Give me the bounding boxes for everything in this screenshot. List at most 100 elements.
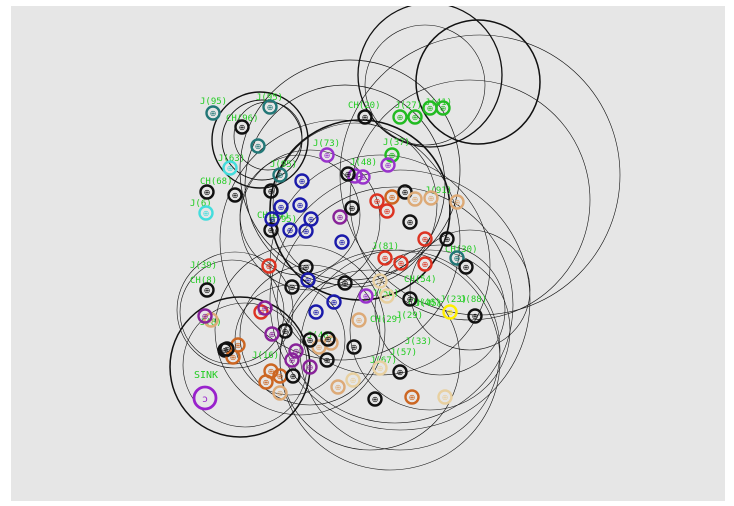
node-glyph: ⊕ — [224, 345, 231, 354]
node-glyph: ⊕ — [384, 207, 391, 216]
node-91: ⊕ — [319, 352, 335, 368]
node-label: J(23) — [440, 295, 467, 305]
node-glyph: ⊕ — [389, 193, 396, 202]
node-81: ⊕ — [372, 360, 388, 376]
node-24: ⊕ — [282, 222, 298, 238]
node-glyph: ⊕ — [325, 335, 332, 344]
node-glyph: ⊕ — [397, 113, 404, 122]
node-glyph: ⊕ — [268, 367, 275, 376]
range-circle-4 — [364, 24, 486, 146]
node-83: ⊕ — [437, 389, 453, 405]
node-glyph: ⊕ — [297, 201, 304, 210]
node-glyph: ⊕ — [422, 235, 429, 244]
range-circle-12 — [272, 122, 438, 288]
node-36: ⊕ — [423, 190, 439, 206]
range-circle-3 — [357, 6, 503, 148]
node-glyph: ⊕ — [385, 161, 392, 170]
range-circle-10 — [219, 119, 461, 361]
node-glyph: ⊕ — [204, 286, 211, 295]
node-38: ⊕ — [379, 203, 395, 219]
node-glyph: ⊕ — [402, 188, 409, 197]
node-62: ⊕ — [467, 308, 483, 324]
node-43: ⊕ — [458, 259, 474, 275]
node-label: J(91) — [425, 186, 452, 196]
node-1: ⊕ — [262, 99, 278, 115]
node-glyph: ⊕ — [409, 393, 416, 402]
node-glyph: ⊕ — [442, 393, 449, 402]
node-54: ⊕ — [257, 300, 273, 316]
node-glyph: ⊕ — [305, 276, 312, 285]
node-label: J(88) — [460, 295, 487, 305]
node-88: ⊕ — [219, 341, 235, 357]
node-glyph: ⊕ — [337, 213, 344, 222]
node-glyph: ⊕ — [447, 308, 454, 317]
node-48: ⊕ — [284, 279, 300, 295]
node-label: CH(20) — [348, 101, 381, 111]
node-4: ⊕ — [222, 160, 238, 176]
node-glyph: ⊕ — [278, 203, 285, 212]
node-glyph: ⊕ — [472, 312, 479, 321]
node-glyph: ⊕ — [362, 113, 369, 122]
node-glyph: ⊕ — [345, 170, 352, 179]
node-label: J(95) — [270, 215, 297, 225]
node-31: ⊕ — [334, 234, 350, 250]
node-47: ⊕ — [261, 258, 277, 274]
node-glyph: ⊕ — [412, 113, 419, 122]
node-26: ⊕ — [263, 222, 279, 238]
node-glyph: ⊕ — [335, 383, 342, 392]
node-21: ⊕ — [263, 183, 279, 199]
node-glyph: ⊕ — [263, 378, 270, 387]
node-5: ⊕ — [199, 184, 215, 200]
node-57: ⊕ — [351, 312, 367, 328]
node-glyph: ⊕ — [363, 292, 370, 301]
node-87: ⊕ — [199, 282, 215, 298]
node-glyph: ⊕ — [210, 109, 217, 118]
node-glyph: ⊕ — [422, 260, 429, 269]
node-label: J(45) — [415, 299, 442, 309]
node-glyph: ⊕ — [202, 312, 209, 321]
node-60: ⊕ — [402, 291, 418, 307]
node-label: J(73) — [313, 139, 340, 149]
range-circle-23 — [169, 296, 311, 438]
range-circle-6 — [339, 34, 621, 316]
node-label: J(95) — [270, 160, 297, 170]
node-34: ⊕ — [397, 184, 413, 200]
node-glyph: ⊕ — [454, 198, 461, 207]
node-89: ⊕ — [320, 331, 336, 347]
node-49: ⊕ — [326, 294, 342, 310]
node-58: ⊕ — [372, 273, 388, 289]
node-glyph: ⊕ — [262, 304, 269, 313]
node-glyph: ⊕ — [389, 151, 396, 160]
node-glyph: ⊕ — [342, 279, 349, 288]
node-label: J(29) — [396, 311, 423, 321]
node-glyph: ⊕ — [307, 336, 314, 345]
node-glyph: ⊕ — [384, 292, 391, 301]
node-50: ⊕ — [337, 275, 353, 291]
node-glyph: ⊕ — [277, 171, 284, 180]
node-glyph: ⊕ — [235, 341, 242, 350]
node-label: J(48) — [350, 158, 377, 168]
node-label: CH(68) — [200, 177, 233, 187]
node-glyph: ⊕ — [313, 308, 320, 317]
node-20: ⊕ — [294, 173, 310, 189]
node-55: ⊕ — [300, 272, 316, 288]
node-label: J(67) — [370, 356, 397, 366]
node-label: J(27) — [395, 101, 422, 111]
node-label: CH(54) — [404, 275, 437, 285]
node-glyph: ⊕ — [299, 177, 306, 186]
node-label: J(95) — [256, 93, 283, 103]
node-glyph: ⊕ — [266, 262, 273, 271]
range-circle-5 — [415, 19, 541, 145]
node-glyph: ⊕ — [398, 259, 405, 268]
node-glyph: ⊕ — [232, 191, 239, 200]
node-glyph: ⊕ — [277, 372, 284, 381]
node-45: ⊕ — [417, 256, 433, 272]
node-glyph: ⊕ — [255, 142, 262, 151]
node-glyph: ⊕ — [287, 226, 294, 235]
node-82: ⊕ — [392, 364, 408, 380]
node-79: ⊕ — [272, 385, 288, 401]
node-64: ⊕ — [197, 308, 213, 324]
node-glyph: ⊕ — [289, 283, 296, 292]
node-glyph: ⊕ — [407, 218, 414, 227]
network-canvas: J(95) J(95) CH(96) J(63) J(95) CH(68) J(6) J(73… — [11, 6, 725, 501]
